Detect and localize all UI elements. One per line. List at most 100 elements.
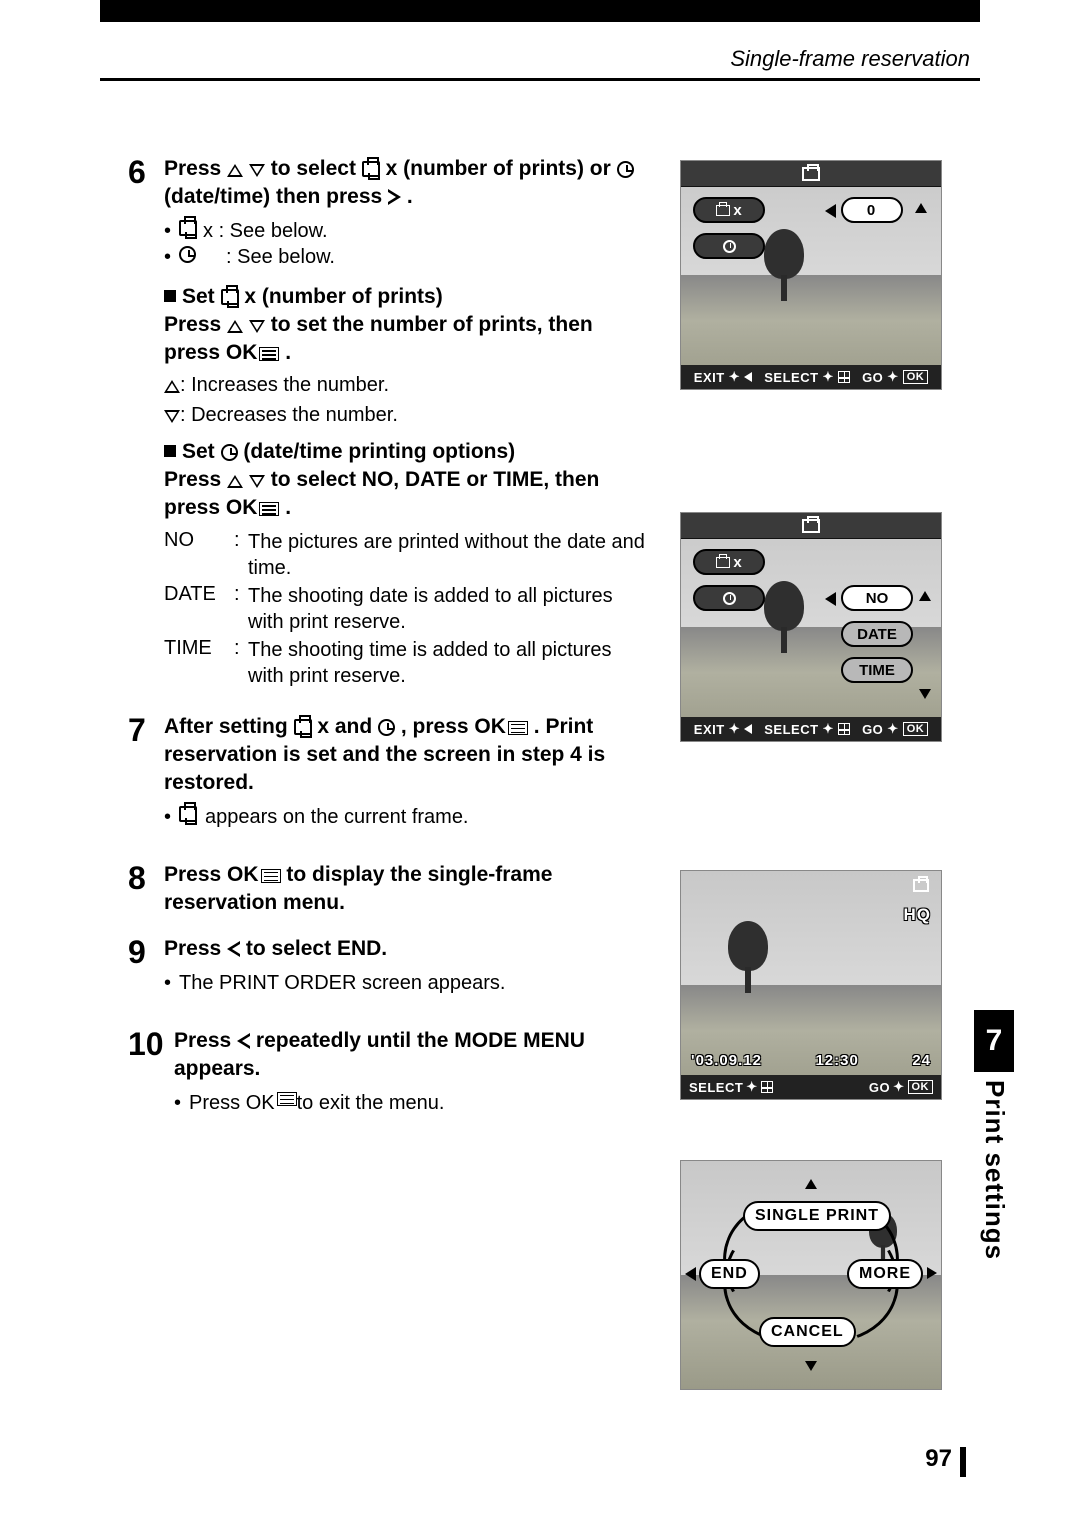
left-icon — [227, 941, 240, 957]
step-7-number: 7 — [128, 713, 164, 843]
up-arrow-icon — [805, 1179, 817, 1189]
menu-icon — [259, 347, 279, 361]
print-icon — [716, 557, 730, 568]
print-icon — [179, 806, 197, 822]
step-6-decrease: : Decreases the number. — [164, 402, 648, 428]
lcd2-date-pill: DATE — [841, 621, 913, 647]
lcd1-prints-pill: x — [693, 197, 765, 223]
def-date: DATE:The shooting date is added to all p… — [164, 583, 648, 635]
down-icon — [164, 410, 180, 423]
page-number: 97 — [925, 1445, 952, 1473]
lcd4-single-print: SINGLE PRINT — [743, 1201, 891, 1231]
step-10: 10 Press repeatedly until the MODE MENU … — [128, 1027, 648, 1129]
down-arrow-icon — [805, 1361, 817, 1371]
up-icon — [227, 475, 243, 488]
lcd-screen-2: x NO DATE TIME EXIT✦ SELECT✦ GO✦OK — [680, 512, 942, 742]
print-icon — [362, 161, 380, 177]
step-8-number: 8 — [128, 861, 164, 918]
lcd3-footer: SELECT✦ GO✦OK — [681, 1075, 941, 1099]
down-icon — [249, 164, 265, 177]
square-bullet-icon — [164, 445, 176, 457]
print-icon — [802, 167, 820, 181]
step-6-sub2: Set (date/time printing options) Press t… — [164, 438, 648, 523]
up-arrow-icon — [915, 203, 927, 213]
step-6-increase: : Increases the number. — [164, 372, 648, 398]
header-separator — [100, 78, 980, 81]
step-7-instruction: After setting x and , press OK . Print r… — [164, 713, 648, 798]
step-7: 7 After setting x and , press OK . Print… — [128, 713, 648, 843]
lcd1-clock-pill — [693, 233, 765, 259]
menu-icon — [259, 502, 279, 516]
ok-icon: OK — [908, 1080, 934, 1094]
lcd1-footer: EXIT✦ SELECT✦ GO✦OK — [681, 365, 941, 389]
step-8-instruction: Press OK to display the single-frame res… — [164, 861, 648, 918]
clock-icon — [221, 444, 238, 461]
left-arrow-icon — [825, 204, 836, 218]
lcd3-hq: HQ — [904, 905, 932, 925]
print-icon — [802, 519, 820, 533]
step-10-number: 10 — [128, 1027, 174, 1129]
left-arrow-icon — [825, 592, 836, 606]
lcd-screen-3: HQ '03.09.1212:3024 SELECT✦ GO✦OK — [680, 870, 942, 1100]
print-icon — [221, 289, 239, 305]
grid-icon — [838, 371, 850, 383]
step-6: 6 Press to select x (number of prints) o… — [128, 155, 648, 691]
step-9-bullet: •The PRINT ORDER screen appears. — [164, 972, 648, 995]
square-bullet-icon — [164, 290, 176, 302]
lcd2-time-pill: TIME — [841, 657, 913, 683]
menu-icon — [277, 1092, 297, 1106]
up-icon — [164, 380, 180, 393]
lcd4-end: END — [699, 1259, 760, 1289]
header-title: Single-frame reservation — [730, 46, 970, 72]
clock-icon — [378, 719, 395, 736]
print-icon — [179, 220, 197, 236]
lcd4-more: MORE — [847, 1259, 923, 1289]
menu-icon — [508, 721, 528, 735]
lcd2-no-pill: NO — [841, 585, 913, 611]
step-9: 9 Press to select END. •The PRINT ORDER … — [128, 935, 648, 1008]
step-10-bullet: •Press OK to exit the menu. — [174, 1092, 648, 1115]
lcd-screen-1: x 0 EXIT✦ SELECT✦ GO✦OK — [680, 160, 942, 390]
lcd2-clock-pill — [693, 585, 765, 611]
clock-icon — [179, 246, 196, 263]
lcd-screen-4: SINGLE PRINT END MORE CANCEL — [680, 1160, 942, 1390]
step-9-number: 9 — [128, 935, 164, 1008]
ok-icon: OK — [903, 722, 929, 736]
print-icon — [294, 719, 312, 735]
main-content: 6 Press to select x (number of prints) o… — [128, 155, 648, 1147]
clock-icon — [723, 240, 736, 253]
up-arrow-icon — [919, 591, 931, 601]
left-icon — [744, 372, 752, 382]
lcd1-value-pill: 0 — [841, 197, 903, 223]
def-time: TIME:The shooting time is added to all p… — [164, 637, 648, 689]
down-icon — [249, 320, 265, 333]
top-black-bar — [100, 0, 980, 22]
step-6-number: 6 — [128, 155, 164, 691]
right-icon — [388, 189, 401, 205]
lcd2-topband — [681, 513, 941, 539]
step-9-instruction: Press to select END. — [164, 935, 648, 963]
grid-icon — [761, 1081, 773, 1093]
up-icon — [227, 320, 243, 333]
grid-icon — [838, 723, 850, 735]
def-no: NO:The pictures are printed without the … — [164, 529, 648, 581]
lcd1-topband — [681, 161, 941, 187]
lcd2-prints-pill: x — [693, 549, 765, 575]
down-icon — [249, 475, 265, 488]
lcd3-datetime: '03.09.1212:3024 — [691, 1052, 931, 1069]
clock-icon — [723, 592, 736, 605]
chapter-tab: 7 — [974, 1010, 1014, 1072]
left-arrow-icon — [685, 1267, 696, 1281]
step-6-sub1: Set x (number of prints) Press to set th… — [164, 283, 648, 368]
print-icon — [716, 205, 730, 216]
right-arrow-icon — [927, 1267, 937, 1279]
section-label: Print settings — [979, 1080, 1010, 1260]
lcd2-footer: EXIT✦ SELECT✦ GO✦OK — [681, 717, 941, 741]
menu-icon — [261, 869, 281, 883]
down-arrow-icon — [919, 689, 931, 699]
lcd4-cancel: CANCEL — [759, 1317, 856, 1347]
up-icon — [227, 164, 243, 177]
print-mark-icon — [913, 879, 929, 892]
left-icon — [237, 1033, 250, 1049]
page-number-bar — [960, 1447, 966, 1477]
